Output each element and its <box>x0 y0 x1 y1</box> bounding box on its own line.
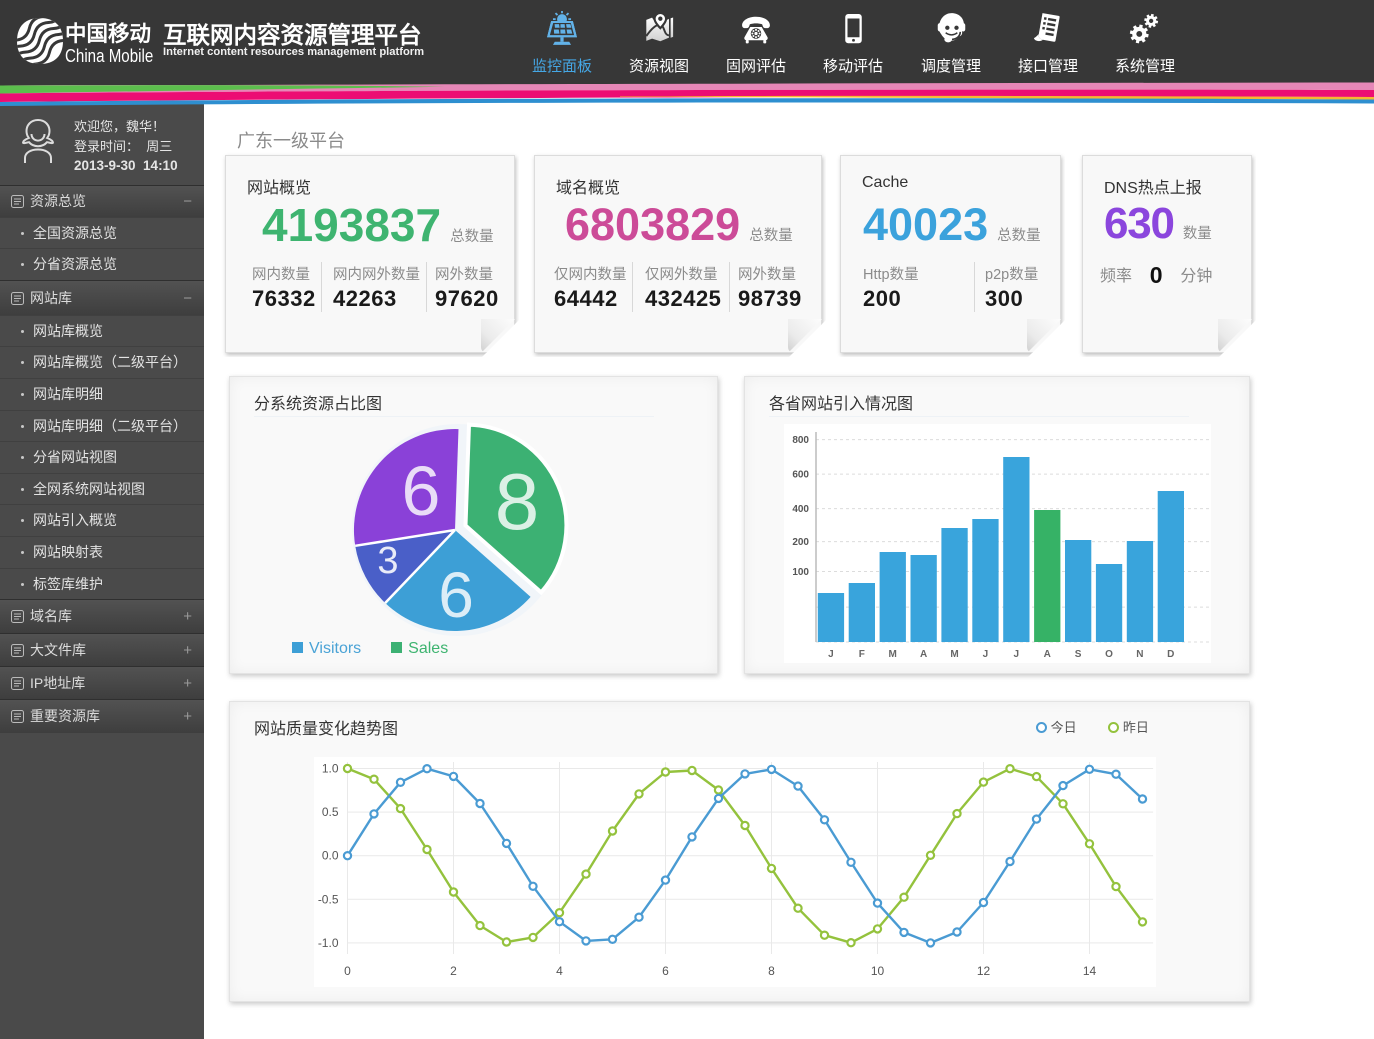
svg-text:8: 8 <box>495 457 540 546</box>
svg-text:3: 3 <box>377 540 398 582</box>
svg-text:0: 0 <box>344 964 351 978</box>
svg-text:1.0: 1.0 <box>322 762 339 776</box>
svg-text:D: D <box>1167 649 1174 660</box>
svg-text:-0.5: -0.5 <box>318 892 339 906</box>
svg-text:F: F <box>859 649 865 660</box>
svg-text:800: 800 <box>792 435 809 446</box>
svg-text:S: S <box>1075 649 1082 660</box>
svg-text:10: 10 <box>871 964 885 978</box>
svg-text:J: J <box>828 649 834 660</box>
svg-text:6: 6 <box>402 452 441 530</box>
svg-text:4: 4 <box>556 964 563 978</box>
svg-text:M: M <box>889 649 897 660</box>
svg-text:N: N <box>1136 649 1143 660</box>
svg-text:200: 200 <box>792 537 809 548</box>
svg-text:A: A <box>1044 649 1051 660</box>
svg-text:12: 12 <box>977 964 991 978</box>
svg-text:0.5: 0.5 <box>322 805 339 819</box>
svg-text:M: M <box>950 649 958 660</box>
svg-text:0.0: 0.0 <box>322 849 339 863</box>
svg-text:600: 600 <box>792 470 809 481</box>
svg-text:8: 8 <box>768 964 775 978</box>
svg-text:-1.0: -1.0 <box>318 936 339 950</box>
svg-text:O: O <box>1105 649 1113 660</box>
svg-text:J: J <box>1014 649 1020 660</box>
svg-text:A: A <box>920 649 927 660</box>
svg-text:6: 6 <box>438 559 474 631</box>
svg-text:2: 2 <box>450 964 457 978</box>
svg-text:14: 14 <box>1083 964 1097 978</box>
svg-text:J: J <box>983 649 989 660</box>
svg-text:400: 400 <box>792 504 809 515</box>
svg-text:100: 100 <box>792 567 809 578</box>
svg-text:6: 6 <box>662 964 669 978</box>
